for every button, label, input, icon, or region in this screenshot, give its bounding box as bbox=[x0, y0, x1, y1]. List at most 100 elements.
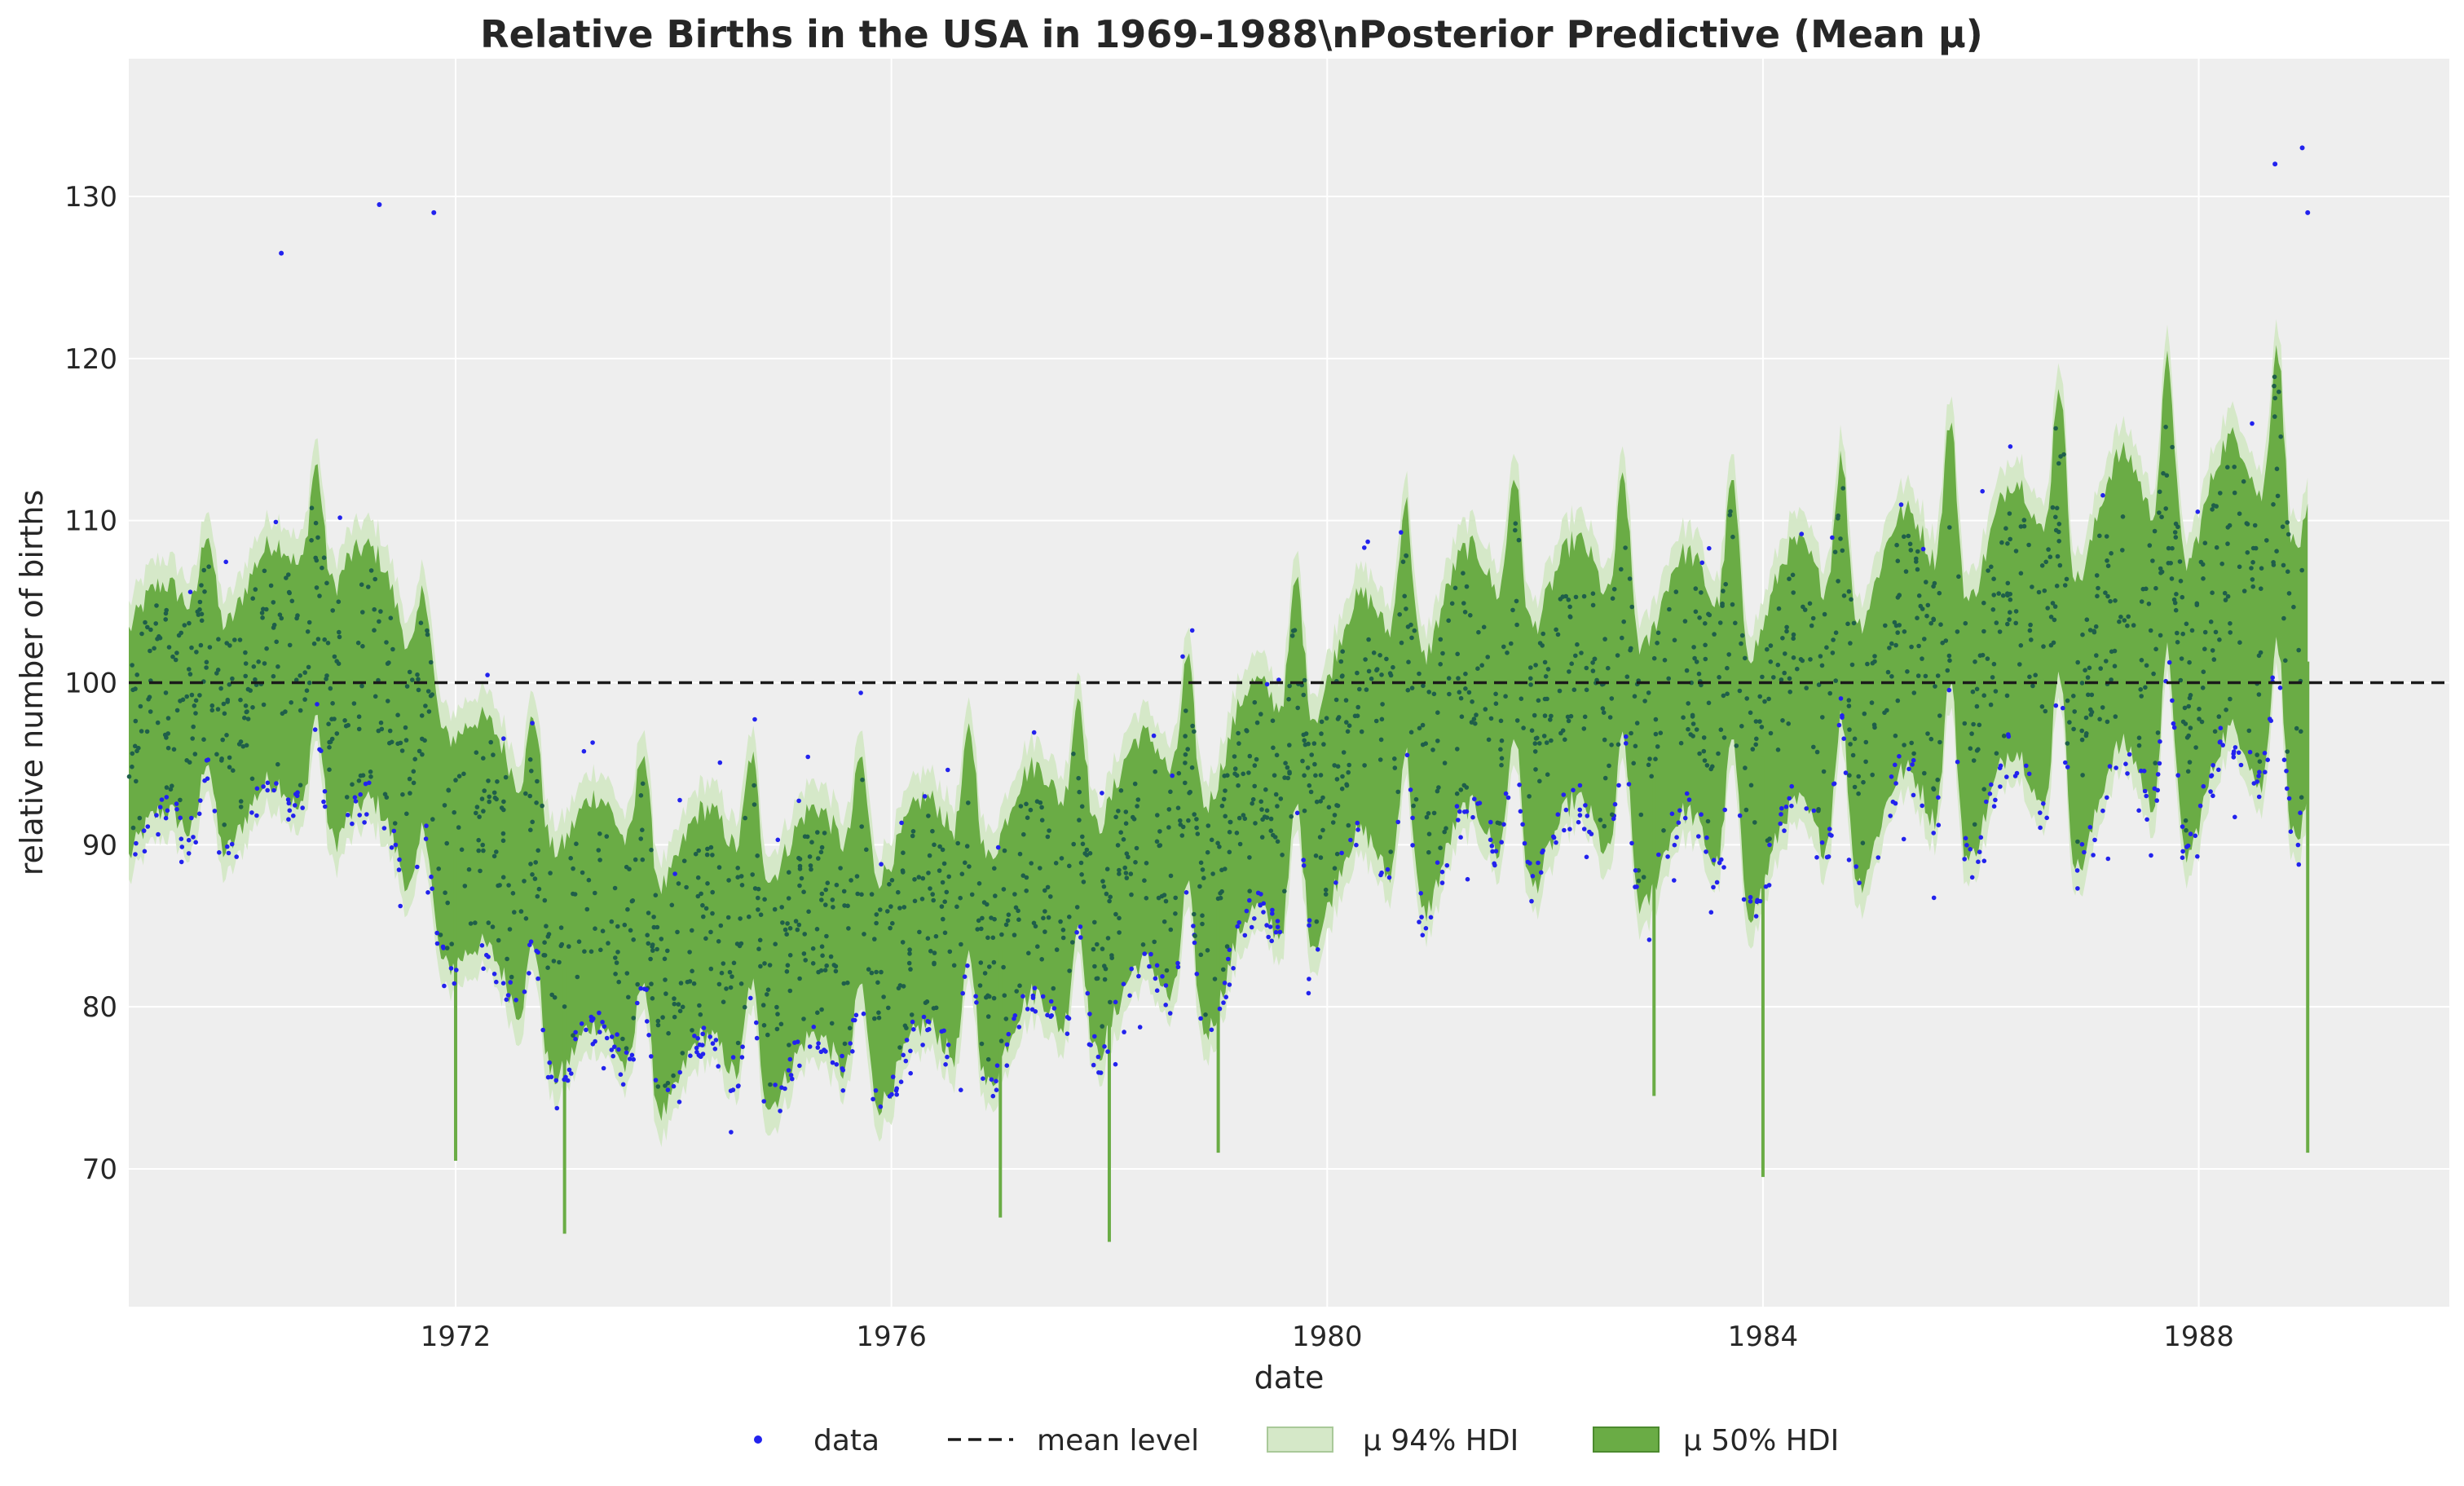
data-point bbox=[1910, 762, 1915, 767]
data-point bbox=[1258, 892, 1263, 897]
data-point bbox=[796, 922, 802, 928]
data-point bbox=[2155, 730, 2161, 735]
data-point bbox=[1783, 805, 1789, 809]
data-point bbox=[1489, 844, 1495, 849]
data-point bbox=[2080, 632, 2085, 637]
data-point bbox=[1465, 876, 1470, 882]
data-point bbox=[710, 889, 715, 895]
data-point bbox=[1194, 825, 1199, 831]
data-point bbox=[240, 743, 246, 749]
data-point bbox=[133, 718, 139, 724]
data-point bbox=[1870, 660, 1876, 666]
data-point bbox=[1667, 606, 1672, 612]
data-point bbox=[477, 814, 482, 819]
data-point bbox=[1081, 880, 1087, 884]
data-point bbox=[699, 1043, 705, 1047]
data-point bbox=[1180, 654, 1185, 659]
legend-hdi-94-label: μ 94% HDI bbox=[1363, 1424, 1519, 1457]
data-point bbox=[1030, 993, 1036, 999]
data-point bbox=[2161, 470, 2166, 476]
x-tick-label: 1984 bbox=[1728, 1321, 1799, 1353]
data-point bbox=[2218, 491, 2223, 496]
data-point bbox=[850, 1049, 855, 1054]
data-point bbox=[1411, 803, 1416, 809]
data-point bbox=[822, 968, 828, 972]
data-point bbox=[1157, 843, 1163, 848]
data-point bbox=[1348, 837, 1353, 843]
data-point bbox=[1366, 637, 1371, 642]
data-point bbox=[453, 778, 458, 783]
data-point bbox=[243, 703, 249, 708]
data-point bbox=[1940, 640, 1945, 646]
data-point bbox=[1124, 875, 1130, 880]
data-point bbox=[387, 728, 393, 734]
data-point bbox=[1168, 789, 1173, 795]
data-point bbox=[1678, 740, 1684, 746]
data-point bbox=[336, 599, 342, 604]
data-point bbox=[1198, 1016, 1203, 1021]
data-point bbox=[306, 680, 312, 686]
data-point bbox=[593, 1038, 597, 1044]
data-point bbox=[353, 799, 359, 804]
data-point bbox=[1626, 782, 1632, 787]
data-point bbox=[886, 1005, 891, 1011]
data-point bbox=[1041, 915, 1046, 921]
hdi-50-band bbox=[129, 345, 2308, 1122]
data-point bbox=[2238, 762, 2244, 768]
data-point bbox=[2043, 559, 2048, 565]
data-point bbox=[638, 836, 643, 841]
data-point bbox=[1127, 993, 1132, 999]
data-point bbox=[937, 844, 942, 849]
data-point bbox=[1166, 807, 1172, 812]
data-point bbox=[1426, 831, 1432, 836]
data-point bbox=[874, 912, 879, 917]
data-point bbox=[1395, 789, 1400, 795]
data-point bbox=[660, 1015, 665, 1020]
data-point bbox=[237, 637, 243, 642]
data-point bbox=[2259, 566, 2264, 571]
data-point bbox=[698, 1012, 703, 1017]
data-point bbox=[615, 1032, 619, 1037]
data-point bbox=[1490, 849, 1495, 854]
data-point bbox=[2027, 674, 2032, 680]
data-point bbox=[1610, 812, 1615, 818]
data-point bbox=[522, 879, 527, 884]
data-point bbox=[311, 641, 317, 646]
data-point bbox=[1722, 807, 1727, 813]
data-point bbox=[2086, 692, 2091, 698]
data-point bbox=[1483, 707, 1488, 712]
data-point bbox=[1848, 742, 1853, 747]
data-point bbox=[649, 981, 654, 986]
data-point bbox=[1189, 628, 1195, 633]
data-point bbox=[163, 617, 168, 622]
data-point bbox=[330, 608, 336, 613]
data-point bbox=[1132, 781, 1138, 787]
data-point bbox=[2146, 602, 2152, 606]
data-point bbox=[1431, 691, 1437, 697]
data-point bbox=[1711, 884, 1716, 890]
data-point bbox=[552, 994, 558, 1000]
legend-hdi-50-marker bbox=[1593, 1426, 1660, 1453]
data-point bbox=[785, 963, 791, 968]
data-point bbox=[1116, 809, 1121, 814]
data-point bbox=[861, 1011, 866, 1016]
data-point bbox=[1946, 653, 1952, 659]
data-point bbox=[1641, 875, 1646, 880]
data-point bbox=[756, 895, 760, 901]
data-point bbox=[1223, 814, 1228, 819]
data-point bbox=[2257, 769, 2262, 774]
data-point bbox=[954, 904, 959, 910]
data-point bbox=[2041, 801, 2046, 806]
data-point bbox=[449, 941, 454, 946]
data-point bbox=[640, 827, 645, 832]
data-point bbox=[1455, 651, 1460, 657]
data-point bbox=[878, 907, 883, 912]
data-point bbox=[1587, 829, 1592, 835]
data-point bbox=[655, 1018, 661, 1024]
data-point bbox=[754, 1035, 760, 1041]
data-point bbox=[1562, 827, 1567, 833]
data-point bbox=[1042, 888, 1047, 893]
data-point bbox=[1094, 976, 1100, 981]
data-point bbox=[1931, 786, 1936, 791]
